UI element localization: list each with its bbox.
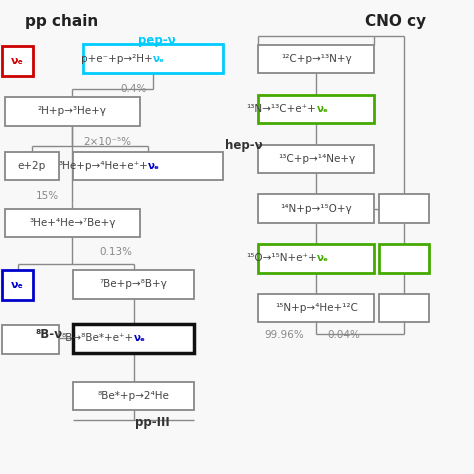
Bar	[73, 382, 194, 410]
Text: ¹⁵N+p→⁴He+¹²C: ¹⁵N+p→⁴He+¹²C	[275, 303, 358, 313]
Text: νₑ: νₑ	[316, 253, 328, 264]
Text: 0.4%: 0.4%	[121, 83, 147, 94]
Bar	[258, 244, 374, 273]
Text: ¹⁵O→¹⁵N+e⁺+: ¹⁵O→¹⁵N+e⁺+	[246, 253, 316, 264]
Text: νₑ: νₑ	[11, 280, 24, 290]
Bar	[258, 145, 374, 173]
Text: 0.13%: 0.13%	[100, 247, 133, 257]
Text: νₑ: νₑ	[148, 161, 160, 171]
Bar	[258, 95, 374, 123]
Bar	[258, 194, 374, 223]
Bar	[5, 209, 140, 237]
Text: pep-ν: pep-ν	[137, 34, 175, 47]
Text: 2×10⁻⁵%: 2×10⁻⁵%	[83, 137, 131, 147]
Text: e+2p: e+2p	[18, 161, 46, 171]
Bar	[2, 270, 33, 300]
Text: CNO cy: CNO cy	[365, 14, 426, 29]
Text: ¹³C+p→¹⁴Ne+γ: ¹³C+p→¹⁴Ne+γ	[278, 154, 355, 164]
Text: νₑ: νₑ	[153, 54, 165, 64]
Bar	[73, 152, 223, 180]
Text: νₑ: νₑ	[11, 56, 24, 66]
Text: ⁸Be*+p→2⁴He: ⁸Be*+p→2⁴He	[98, 391, 170, 401]
Text: ³He+p→⁴He+e⁺+: ³He+p→⁴He+e⁺+	[58, 161, 148, 171]
Bar	[379, 294, 429, 322]
Bar	[83, 44, 223, 73]
Text: ²H+p→³He+γ: ²H+p→³He+γ	[38, 106, 107, 117]
Bar	[5, 97, 140, 126]
Text: hep-ν: hep-ν	[225, 138, 263, 152]
Text: νₑ: νₑ	[316, 104, 328, 114]
Bar	[2, 325, 59, 354]
Bar	[73, 324, 194, 353]
Text: ⁸B→⁸Be*+e⁺+: ⁸B→⁸Be*+e⁺+	[62, 333, 134, 344]
Text: ¹³N→¹³C+e⁺+: ¹³N→¹³C+e⁺+	[246, 104, 316, 114]
Bar	[258, 45, 374, 73]
Bar	[73, 270, 194, 299]
Bar	[258, 294, 374, 322]
Text: ¹²C+p→¹³N+γ: ¹²C+p→¹³N+γ	[281, 54, 352, 64]
Text: ³He+⁴He→⁷Be+γ: ³He+⁴He→⁷Be+γ	[29, 218, 116, 228]
Bar	[379, 194, 429, 223]
Text: 99.96%: 99.96%	[264, 330, 304, 340]
Text: ⁷Be+p→⁸B+γ: ⁷Be+p→⁸B+γ	[100, 279, 168, 290]
Bar	[5, 152, 59, 180]
Text: p+e⁻+p→²H+: p+e⁻+p→²H+	[81, 54, 153, 64]
Text: pp chain: pp chain	[25, 14, 98, 29]
Text: pp-III: pp-III	[135, 416, 170, 429]
Text: ⁸B-ν: ⁸B-ν	[36, 328, 63, 341]
Text: 0.04%: 0.04%	[327, 330, 360, 340]
Text: νₑ: νₑ	[134, 333, 146, 344]
Text: ¹⁴N+p→¹⁵O+γ: ¹⁴N+p→¹⁵O+γ	[281, 203, 352, 214]
Bar	[2, 46, 33, 76]
Text: 15%: 15%	[36, 191, 59, 201]
Bar	[379, 244, 429, 273]
